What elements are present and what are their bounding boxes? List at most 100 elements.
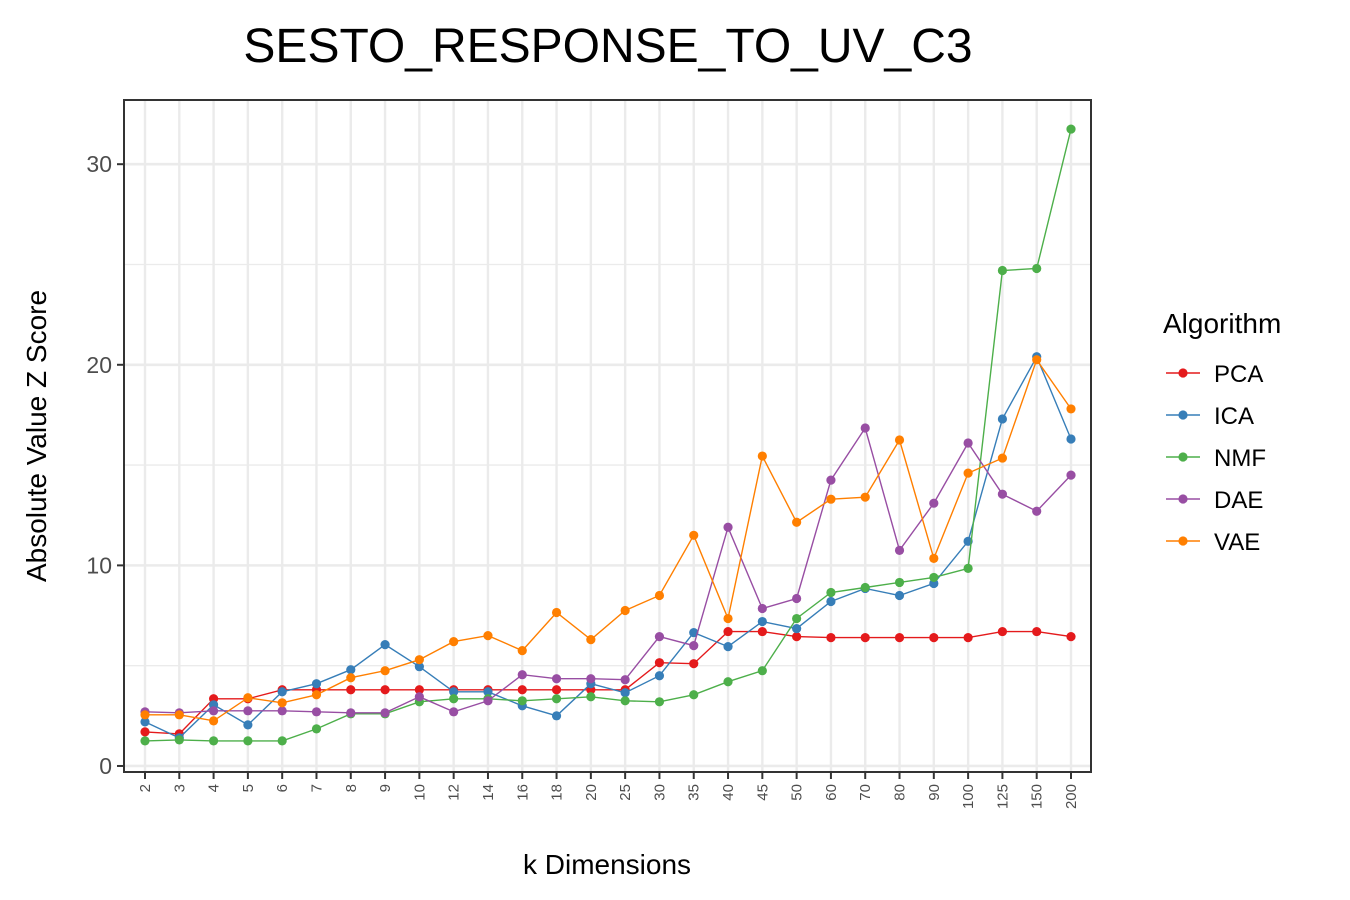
data-point: [997, 265, 1008, 276]
x-axis-title: k Dimensions: [523, 849, 691, 880]
data-point: [140, 727, 150, 737]
data-point: [894, 577, 905, 588]
x-tick-label: 30: [651, 784, 668, 801]
data-point: [654, 671, 665, 681]
legend-label: VAE: [1214, 529, 1260, 556]
data-point: [826, 494, 836, 504]
legend: Algorithm PCA ICA NMF DAE VAE: [1163, 308, 1281, 556]
series-line-nmf: [144, 128, 1072, 742]
data-point: [1066, 470, 1076, 480]
data-point: [792, 623, 802, 634]
data-point: [757, 626, 767, 637]
x-tick-label: 150: [1029, 784, 1046, 809]
data-point: [894, 435, 905, 445]
data-point: [449, 637, 459, 647]
y-tick-label: 10: [86, 552, 112, 578]
x-tick-label: 70: [857, 784, 874, 801]
x-tick-label: 60: [823, 784, 840, 801]
x-tick-label: 16: [514, 784, 531, 801]
data-point: [792, 593, 802, 604]
data-point: [826, 475, 836, 485]
data-point: [586, 635, 596, 645]
data-point: [483, 630, 493, 641]
plot-panel-border: [123, 99, 1092, 773]
series-lines: [140, 124, 1076, 746]
data-point: [140, 710, 150, 720]
data-point: [483, 696, 493, 706]
data-point: [243, 736, 253, 746]
data-point: [1032, 355, 1042, 365]
legend-label: PCA: [1214, 361, 1263, 388]
data-point: [243, 693, 253, 703]
data-point: [1032, 626, 1042, 637]
data-point: [517, 696, 527, 706]
data-point: [483, 687, 493, 697]
series-nmf: [140, 124, 1076, 746]
data-point: [380, 666, 390, 676]
data-point: [757, 616, 767, 627]
x-tick-label: 6: [274, 784, 291, 792]
data-point: [449, 707, 459, 717]
legend-item-dae: DAE: [1166, 487, 1263, 514]
data-point: [860, 633, 870, 643]
data-point: [894, 633, 905, 643]
data-point: [723, 626, 733, 637]
data-point: [757, 666, 767, 676]
data-point: [620, 688, 630, 698]
x-tick-label: 4: [206, 784, 223, 792]
series-line-pca: [144, 630, 1072, 735]
data-point: [551, 711, 562, 721]
data-point: [723, 613, 733, 624]
series-ica: [140, 352, 1076, 743]
data-point: [757, 451, 767, 461]
data-point: [963, 468, 973, 478]
data-point: [963, 438, 973, 448]
data-point: [997, 489, 1008, 499]
legend-label: DAE: [1214, 487, 1263, 514]
series-dae: [140, 423, 1076, 718]
data-point: [311, 679, 322, 689]
data-point: [311, 690, 322, 700]
data-point: [997, 453, 1008, 463]
x-tick-label: 18: [549, 784, 566, 801]
x-tick-label: 125: [994, 784, 1011, 809]
data-point: [380, 685, 390, 695]
x-tick-label: 10: [411, 784, 428, 801]
data-point: [860, 492, 870, 502]
data-point: [723, 677, 733, 687]
data-point: [208, 706, 219, 716]
data-point: [963, 563, 973, 573]
data-point: [860, 582, 870, 593]
data-point: [208, 736, 219, 746]
data-point: [1066, 434, 1076, 444]
data-point: [311, 724, 322, 734]
data-point: [689, 690, 699, 700]
data-point: [689, 641, 699, 651]
legend-item-vae: VAE: [1166, 529, 1260, 556]
data-point: [1032, 263, 1042, 274]
chart-title: SESTO_RESPONSE_TO_UV_C3: [243, 20, 972, 73]
x-tick-label: 7: [308, 784, 325, 792]
data-point: [689, 627, 699, 638]
legend-label: NMF: [1214, 445, 1266, 472]
data-point: [792, 631, 802, 642]
grid: [124, 100, 1091, 772]
series-line-dae: [144, 426, 1072, 714]
y-tick-label: 30: [86, 151, 112, 177]
y-axis-title: Absolute Value Z Score: [21, 290, 52, 582]
data-point: [792, 613, 802, 624]
data-point: [654, 658, 665, 668]
x-tick-label: 20: [583, 784, 600, 801]
x-tick-label: 2: [137, 784, 154, 792]
data-point: [174, 735, 184, 745]
data-point: [1066, 124, 1076, 134]
data-point: [894, 590, 905, 601]
data-point: [346, 665, 356, 675]
data-point: [1032, 506, 1042, 516]
data-point: [929, 498, 939, 508]
x-tick-label: 9: [377, 784, 394, 792]
data-point: [174, 710, 184, 720]
legend-item-ica: ICA: [1166, 403, 1254, 430]
x-tick-label: 8: [343, 784, 360, 792]
